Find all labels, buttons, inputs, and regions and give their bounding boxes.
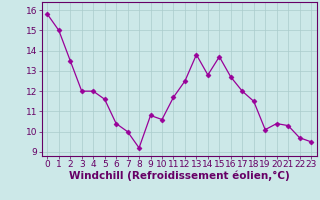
X-axis label: Windchill (Refroidissement éolien,°C): Windchill (Refroidissement éolien,°C): [69, 171, 290, 181]
